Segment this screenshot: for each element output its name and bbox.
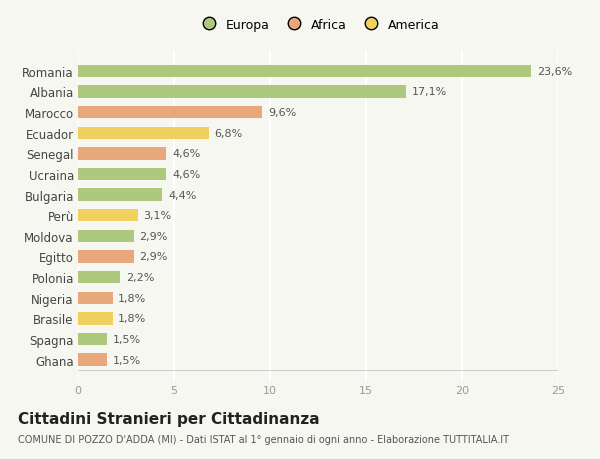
- Text: 3,1%: 3,1%: [143, 211, 172, 221]
- Text: 4,6%: 4,6%: [172, 149, 200, 159]
- Bar: [78, 210, 137, 222]
- Text: 1,8%: 1,8%: [118, 293, 146, 303]
- Text: 1,5%: 1,5%: [113, 355, 140, 365]
- Text: COMUNE DI POZZO D'ADDA (MI) - Dati ISTAT al 1° gennaio di ogni anno - Elaborazio: COMUNE DI POZZO D'ADDA (MI) - Dati ISTAT…: [18, 434, 509, 444]
- Text: 2,9%: 2,9%: [139, 252, 168, 262]
- Bar: [78, 106, 262, 119]
- Text: 6,8%: 6,8%: [214, 129, 242, 139]
- Text: 4,4%: 4,4%: [168, 190, 197, 200]
- Bar: [78, 189, 163, 202]
- Bar: [78, 251, 134, 263]
- Text: 4,6%: 4,6%: [172, 169, 200, 179]
- Text: 1,5%: 1,5%: [113, 334, 140, 344]
- Legend: Europa, Africa, America: Europa, Africa, America: [191, 14, 445, 37]
- Bar: [78, 313, 113, 325]
- Bar: [78, 292, 113, 304]
- Text: 2,9%: 2,9%: [139, 231, 168, 241]
- Text: Cittadini Stranieri per Cittadinanza: Cittadini Stranieri per Cittadinanza: [18, 411, 320, 426]
- Text: 1,8%: 1,8%: [118, 313, 146, 324]
- Text: 2,2%: 2,2%: [126, 273, 154, 282]
- Bar: [78, 333, 107, 345]
- Bar: [78, 127, 209, 140]
- Bar: [78, 271, 120, 284]
- Bar: [78, 168, 166, 181]
- Text: 17,1%: 17,1%: [412, 87, 448, 97]
- Bar: [78, 230, 134, 242]
- Text: 23,6%: 23,6%: [537, 67, 572, 77]
- Bar: [78, 353, 107, 366]
- Bar: [78, 148, 166, 160]
- Bar: [78, 86, 406, 98]
- Text: 9,6%: 9,6%: [268, 108, 296, 118]
- Bar: [78, 66, 531, 78]
